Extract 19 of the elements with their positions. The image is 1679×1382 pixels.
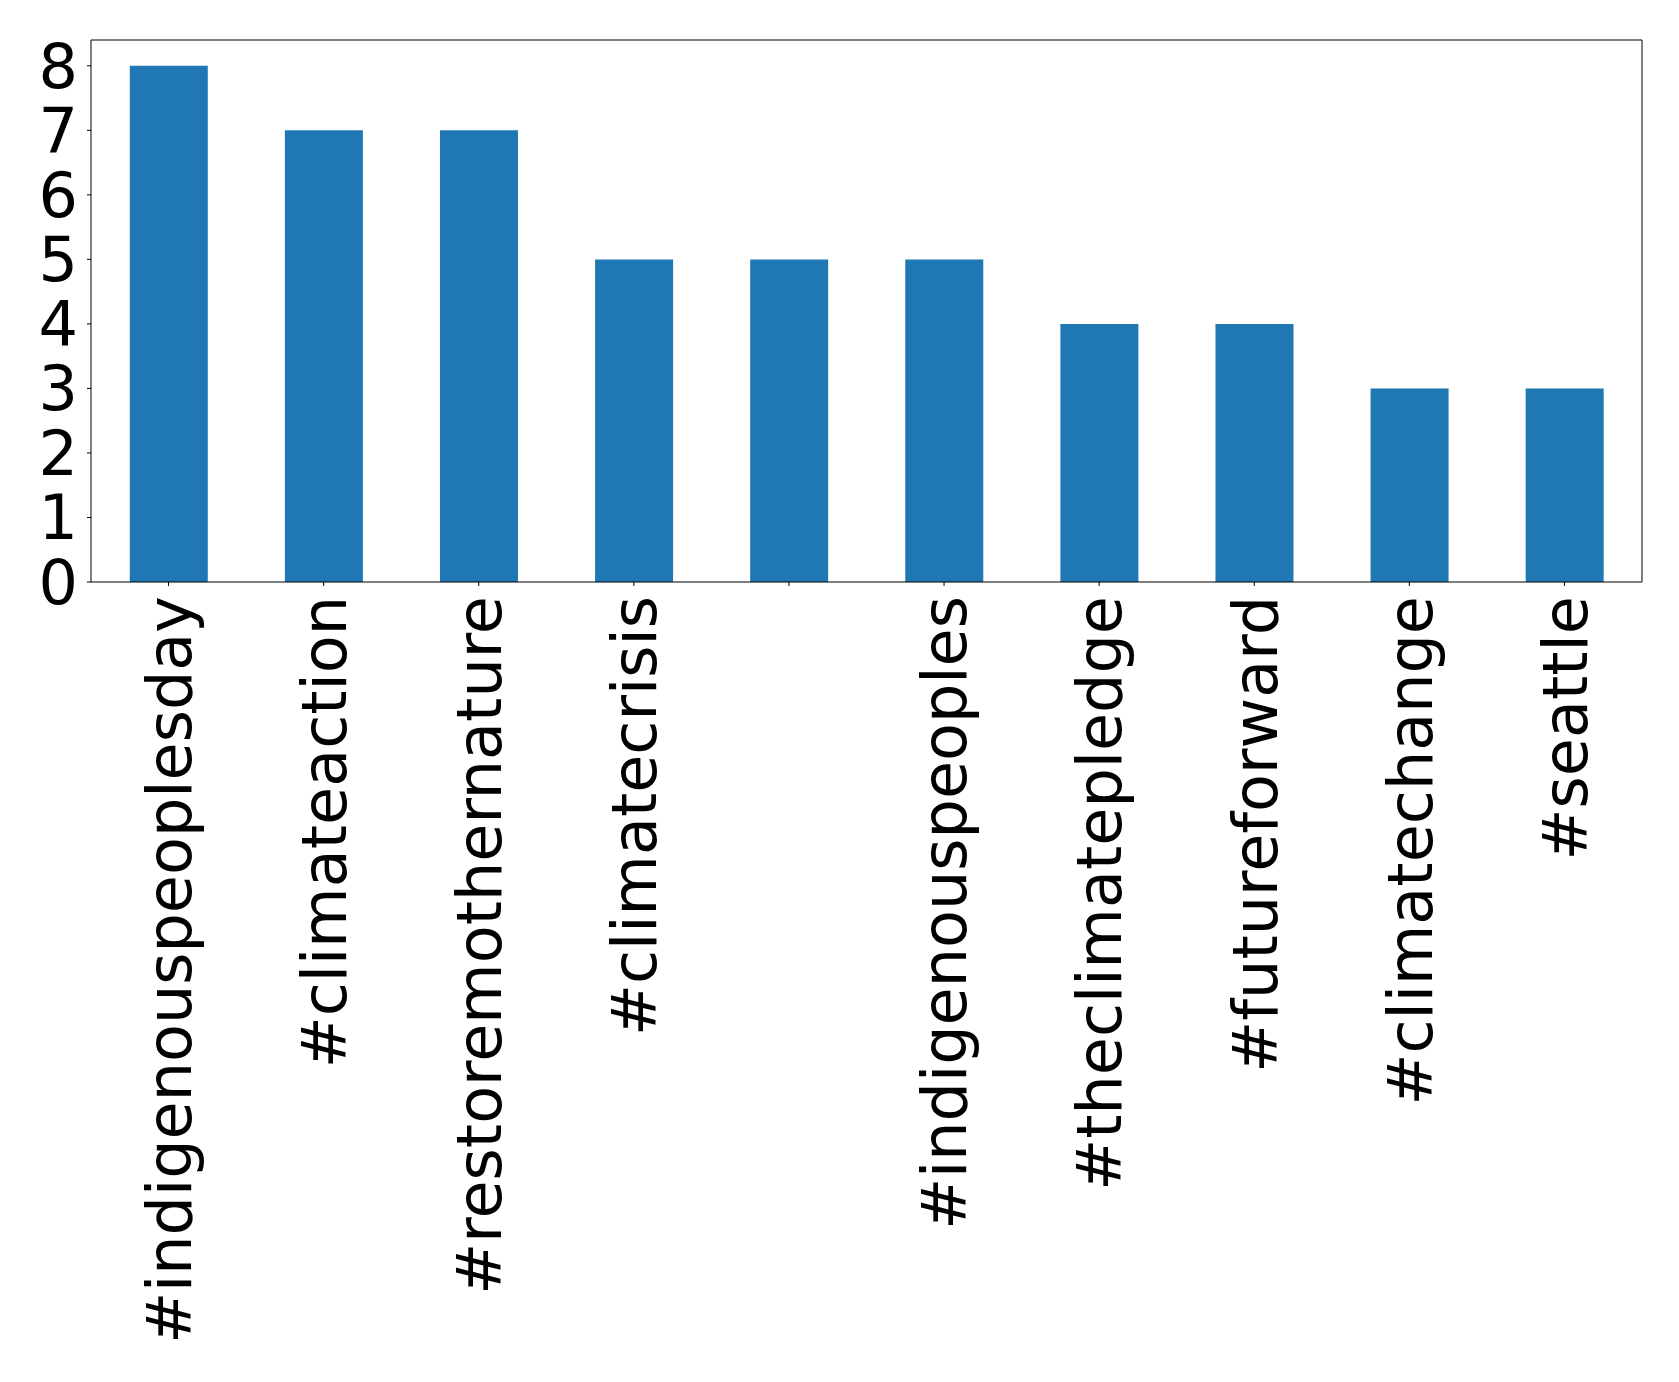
x-tick-label: #climatecrisis bbox=[598, 596, 672, 1036]
bar bbox=[750, 259, 829, 582]
x-tick-label: #seattle bbox=[1528, 596, 1602, 861]
x-tick-label: #climateaction bbox=[287, 596, 361, 1069]
bar bbox=[129, 65, 208, 582]
x-tick-label: #restoremothernature bbox=[443, 596, 517, 1295]
x-tick-label: #indigenouspeoples bbox=[908, 596, 982, 1230]
x-tick-label: #futureforward bbox=[1218, 596, 1292, 1073]
bar bbox=[905, 259, 984, 582]
x-tick-label: #theclimatepledge bbox=[1063, 596, 1137, 1191]
bar bbox=[1060, 323, 1139, 582]
bar bbox=[1525, 388, 1604, 582]
bar bbox=[1215, 323, 1294, 582]
bar bbox=[284, 130, 363, 582]
x-tick-label: #climatechange bbox=[1373, 596, 1447, 1106]
bar bbox=[439, 130, 518, 582]
bar bbox=[1370, 388, 1449, 582]
bar bbox=[595, 259, 674, 582]
x-tick-label: #indigenouspeoplesday bbox=[132, 596, 206, 1344]
